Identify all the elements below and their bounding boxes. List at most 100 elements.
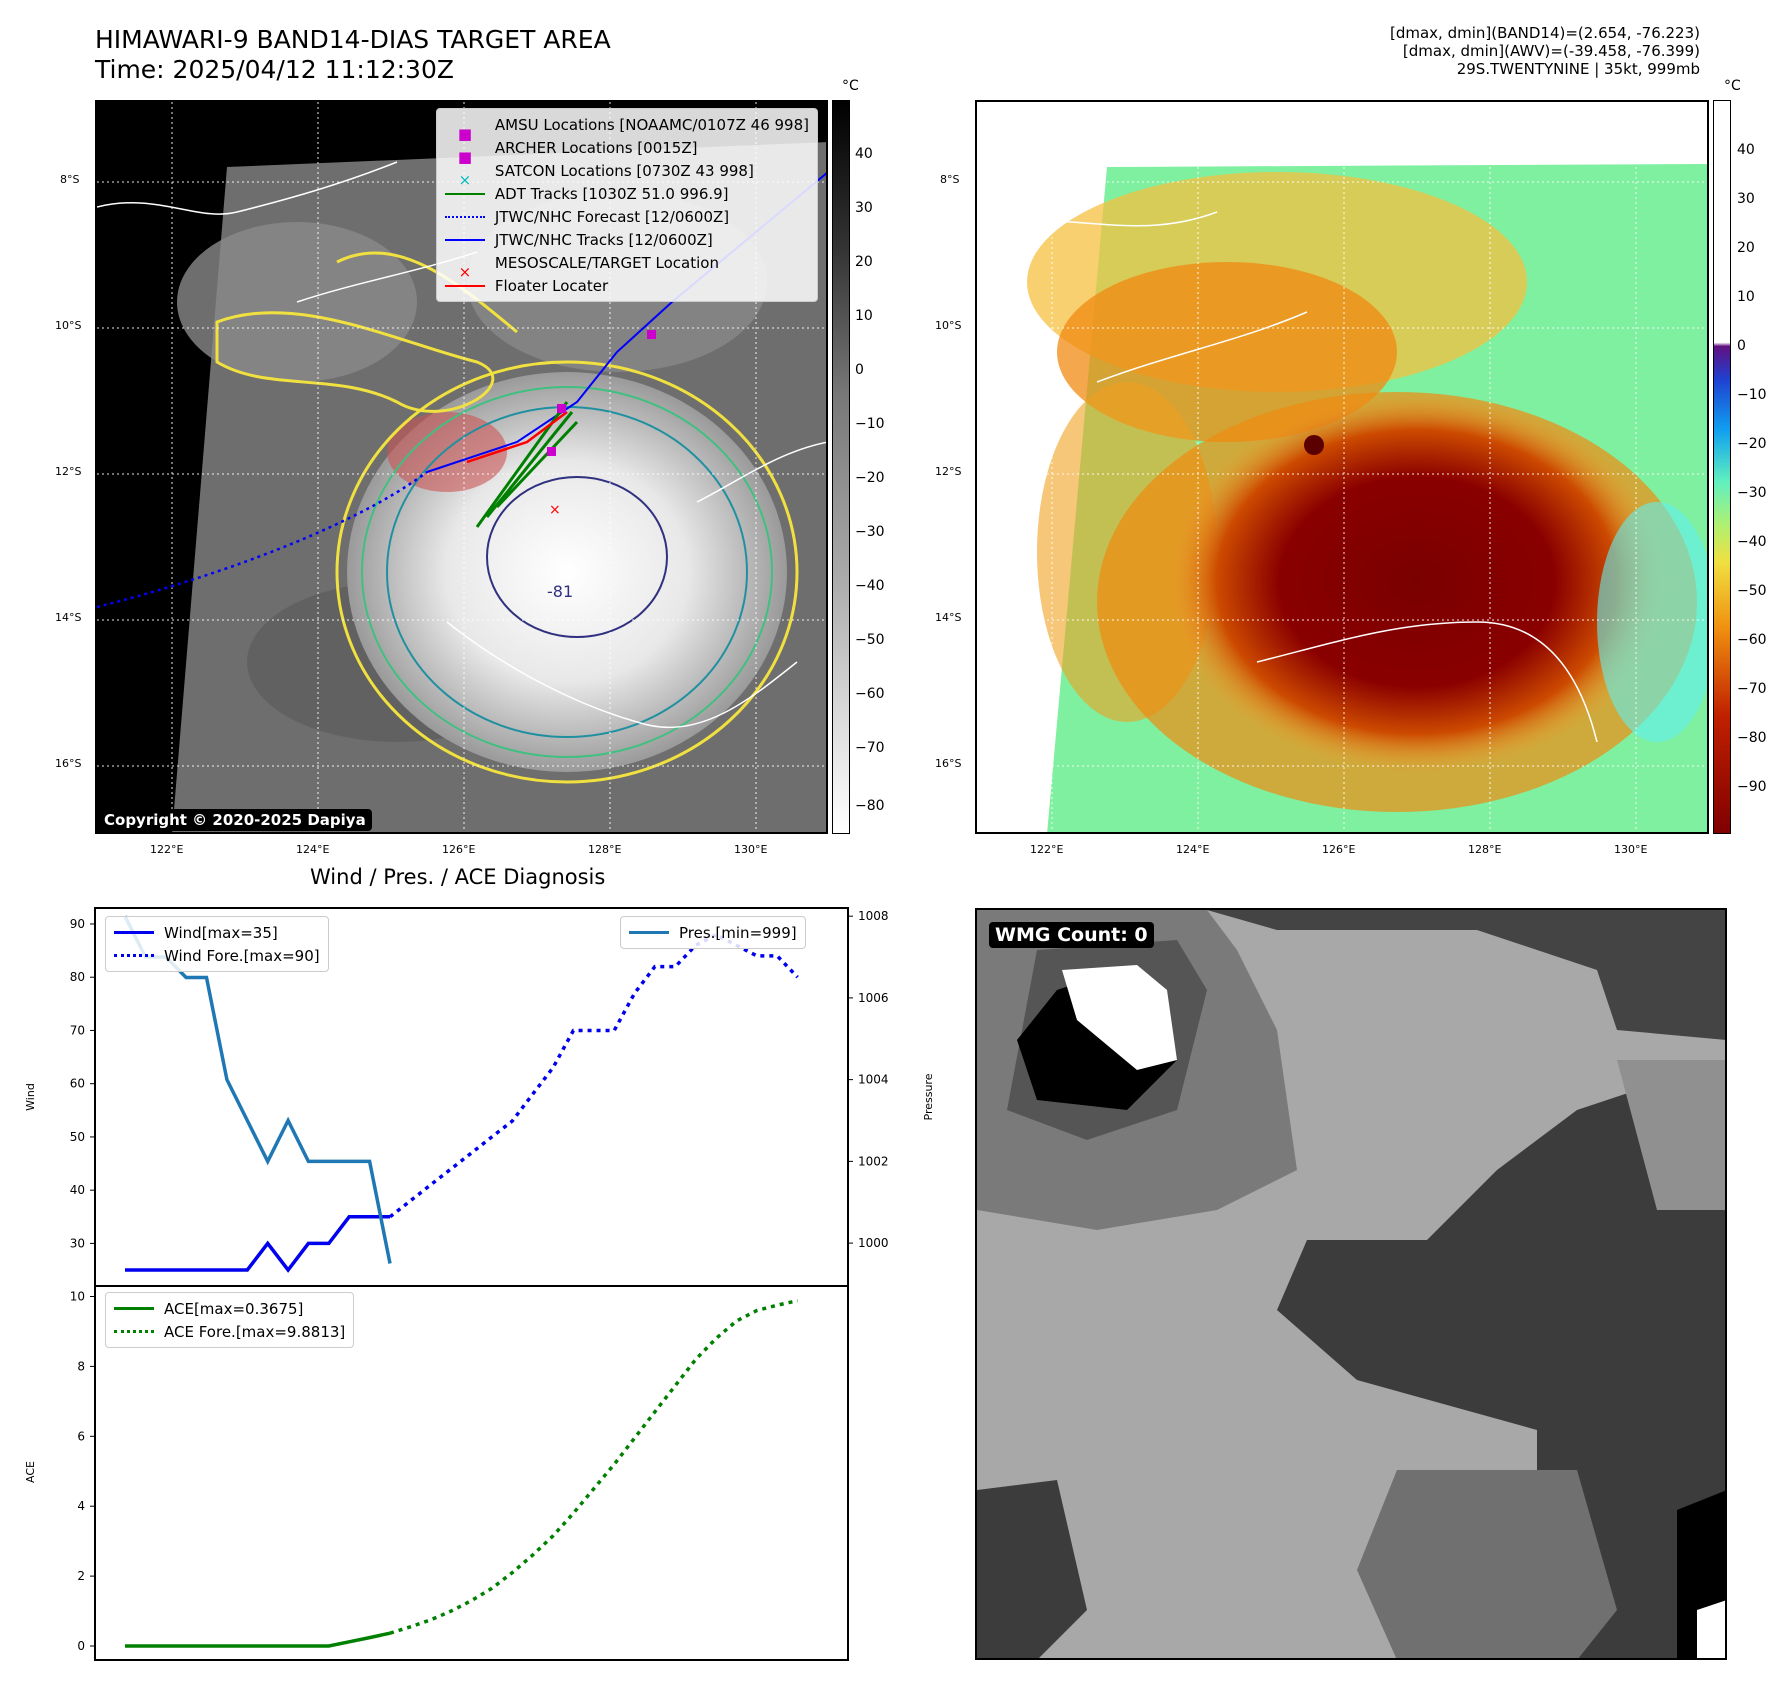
ace-series-line (125, 1631, 391, 1648)
colorbar-tick: 40 (1737, 142, 1755, 158)
line-dot-icon (444, 238, 485, 241)
colorbar-tick: 0 (855, 362, 864, 378)
lon-label: 130°E (734, 843, 768, 856)
ace-fore-series-line (389, 1298, 798, 1635)
colorbar-tick: −20 (855, 470, 885, 486)
ace-axis-label: ACE (24, 1461, 37, 1483)
lon-label: 126°E (1322, 843, 1356, 856)
ace-tick-label: 0 (77, 1639, 85, 1653)
wind-axis-label: Wind (24, 1083, 37, 1111)
wind-tick-label: 80 (70, 970, 85, 984)
wind-series-line (125, 1215, 390, 1273)
colorbar-tick: 10 (1737, 289, 1755, 305)
legend-item: JTWC/NHC Tracks [12/0600Z] (444, 228, 809, 251)
colorbar-tick: −20 (1737, 436, 1767, 452)
colorbar-tick: 10 (855, 308, 873, 324)
dotted-line-icon (114, 954, 154, 957)
lon-label: 130°E (1614, 843, 1648, 856)
colorbar-right (1713, 100, 1731, 834)
lon-label: 124°E (296, 843, 330, 856)
lat-label: 16°S (935, 757, 962, 770)
ace-legend: ACE[max=0.3675] ACE Fore.[max=9.8813] (105, 1292, 355, 1348)
lat-label: 16°S (55, 757, 82, 770)
colorbar-tick: 30 (855, 200, 873, 216)
solid-line-icon (114, 931, 154, 934)
colorbar-tick: −40 (1737, 534, 1767, 550)
lat-label: 8°S (940, 173, 960, 186)
pressure-tick-label: 1000 (858, 1236, 889, 1250)
colorbar-tick: −10 (1737, 387, 1767, 403)
lon-label: 124°E (1176, 843, 1210, 856)
colorbar-tick: −50 (855, 632, 885, 648)
contour-label: -81 (547, 582, 573, 601)
lon-label: 122°E (1030, 843, 1064, 856)
stats-band14: [dmax, dmin](BAND14)=(2.654, -76.223) (1389, 24, 1700, 42)
colorbar-tick: 40 (855, 146, 873, 162)
wind-tick-label: 90 (70, 917, 85, 931)
map-legend: ■ AMSU Locations [NOAAMC/0107Z 46 998] ■ A… (435, 108, 818, 302)
stats-awv: [dmax, dmin](AWV)=(-39.458, -76.399) (1402, 42, 1700, 60)
pressure-axis-label: Pressure (922, 1073, 935, 1120)
legend-item: Wind[max=35] (114, 921, 320, 944)
colorbar-tick: −80 (1737, 730, 1767, 746)
ace-tick-label: 8 (77, 1359, 85, 1373)
awv-map-panel (975, 100, 1709, 834)
lon-label: 128°E (588, 843, 622, 856)
lat-label: 12°S (935, 465, 962, 478)
ace-tick-label: 2 (77, 1569, 85, 1583)
title-line2: Time: 2025/04/12 11:12:30Z (95, 55, 454, 84)
lon-label: 122°E (150, 843, 184, 856)
colorbar-tick: −10 (855, 416, 885, 432)
solid-line-icon (444, 192, 485, 195)
solid-line-icon (629, 931, 669, 934)
ace-tick-label: 10 (70, 1289, 85, 1303)
pressure-legend: Pres.[min=999] (620, 916, 806, 949)
colorbar-left-unit: °C (842, 78, 859, 94)
wmg-panel: WMG Count: 0 (975, 908, 1727, 1660)
wind-tick-label: 40 (70, 1183, 85, 1197)
colorbar-tick: −70 (855, 740, 885, 756)
colorbar-tick: −40 (855, 578, 885, 594)
colorbar-tick: −90 (1737, 779, 1767, 795)
lat-label: 10°S (55, 319, 82, 332)
lat-label: 14°S (935, 611, 962, 624)
lon-label: 128°E (1468, 843, 1502, 856)
solid-line-icon (444, 284, 485, 287)
pressure-tick-label: 1008 (858, 909, 889, 923)
colorbar-tick: −50 (1737, 583, 1767, 599)
colorbar-tick: 30 (1737, 191, 1755, 207)
diagnosis-title: Wind / Pres. / ACE Diagnosis (310, 865, 606, 889)
lat-label: 12°S (55, 465, 82, 478)
wind-tick-label: 50 (70, 1130, 85, 1144)
ir-map-image: -81 × (97, 102, 826, 832)
legend-item: ■ ARCHER Locations [0015Z] (457, 138, 698, 166)
ace-tick-label: 6 (77, 1429, 85, 1443)
colorbar-tick: −60 (855, 686, 885, 702)
colorbar-tick: 0 (1737, 338, 1746, 354)
wmg-count-badge: WMG Count: 0 (989, 922, 1154, 948)
legend-item: Floater Locater (444, 274, 809, 297)
legend-item: JTWC/NHC Forecast [12/0600Z] (444, 205, 809, 228)
colorbar-tick: −30 (855, 524, 885, 540)
pressure-tick-label: 1006 (858, 991, 889, 1005)
wind-legend: Wind[max=35] Wind Fore.[max=90] (105, 916, 329, 972)
legend-item: × SATCON Locations [0730Z 43 998] (458, 161, 754, 189)
wind-tick-label: 30 (70, 1236, 85, 1250)
pressure-tick-label: 1002 (858, 1154, 889, 1168)
pressure-tick-label: 1004 (858, 1073, 889, 1087)
solid-line-icon (114, 1307, 154, 1310)
colorbar-tick: 20 (855, 254, 873, 270)
legend-item: ACE Fore.[max=9.8813] (114, 1320, 345, 1343)
colorbar-tick: −30 (1737, 485, 1767, 501)
dotted-line-icon (444, 215, 485, 218)
ir-map-panel: -81 × ■ AMSU Locations [NOAAMC/0107Z 46 9… (95, 100, 828, 834)
colorbar-tick: −60 (1737, 632, 1767, 648)
lat-label: 10°S (935, 319, 962, 332)
stats-header: [dmax, dmin](BAND14)=(2.654, -76.223) [d… (1390, 24, 1700, 78)
lon-label: 126°E (442, 843, 476, 856)
ace-tick-label: 4 (77, 1499, 85, 1513)
legend-item: ■ AMSU Locations [NOAAMC/0107Z 46 998] (457, 115, 809, 143)
copyright-badge: Copyright © 2020-2025 Dapiya (98, 809, 372, 831)
figure-title: HIMAWARI-9 BAND14-DIAS TARGET AREA Time:… (95, 25, 611, 85)
legend-item: Pres.[min=999] (629, 921, 797, 944)
